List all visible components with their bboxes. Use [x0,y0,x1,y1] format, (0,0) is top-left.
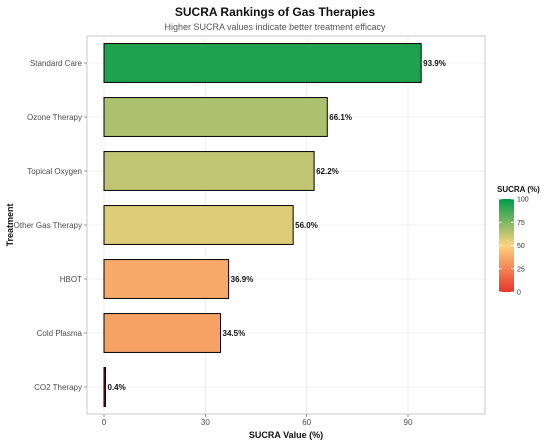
y-tick-label: Other Gas Therapy [14,221,82,230]
legend-colorbar [499,199,514,292]
legend-tick-label: 50 [517,243,525,250]
y-tick-label: Ozone Therapy [27,113,82,122]
data-label: 56.0% [295,221,318,230]
bar [103,43,422,83]
legend: SUCRA (%) 100 75 50 25 0 [497,185,540,297]
bar [103,151,315,191]
x-tick-label: 0 [102,418,107,427]
legend-tick-label: 25 [517,266,525,273]
y-axis-title: Treatment [5,203,15,246]
data-label: 36.9% [231,275,254,284]
x-tick-label: 90 [404,418,413,427]
chart-subtitle: Higher SUCRA values indicate better trea… [165,22,386,32]
legend-tick-label: 100 [517,197,529,204]
data-label: 66.1% [329,113,352,122]
legend-title: SUCRA (%) [497,185,540,194]
chart-title: SUCRA Rankings of Gas Therapies [175,5,376,19]
y-tick-label: CO2 Therapy [34,383,82,392]
y-tick-label: Standard Care [30,59,83,68]
legend-tick-label: 0 [517,290,521,297]
data-label: 62.2% [316,167,339,176]
bar [103,205,294,245]
x-axis-title: SUCRA Value (%) [249,430,323,440]
x-tick-label: 30 [201,418,210,427]
y-tick-labels: Standard Care Ozone Therapy Topical Oxygen… [14,59,87,392]
data-label: 34.5% [223,329,246,338]
x-tick-labels: 0 30 60 90 [102,414,413,427]
bar [103,313,222,353]
data-label: 0.4% [108,383,126,392]
bars: 93.9% 66.1% 62.2% 56.0% 36.9% 34.5% 0.4% [103,43,446,407]
legend-tick-label: 75 [517,220,525,227]
legend-ticks: 100 75 50 25 0 [499,197,529,297]
y-tick-label: HBOT [60,275,82,284]
bar [103,97,328,137]
y-tick-label: Cold Plasma [37,329,83,338]
x-tick-label: 60 [302,418,311,427]
y-tick-label: Topical Oxygen [27,167,82,176]
bar [103,367,106,407]
bar [103,259,230,299]
data-label: 93.9% [423,59,446,68]
